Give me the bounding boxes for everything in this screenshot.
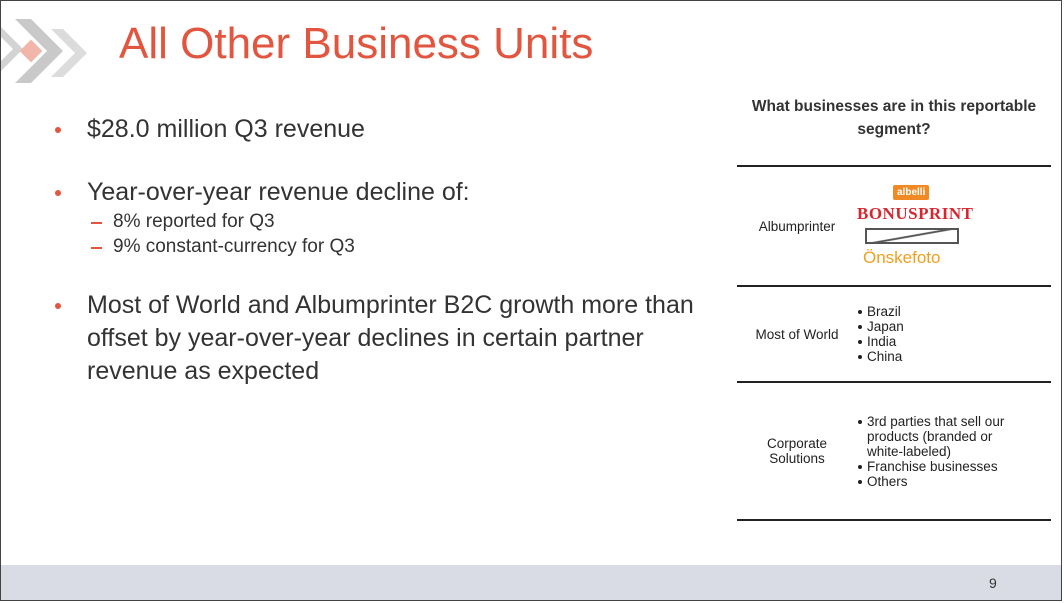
brand-logo: Önskefoto [863, 247, 941, 267]
row-items: 3rd parties that sell our products (bran… [857, 410, 1051, 493]
bullet-text: $28.0 million Q3 revenue [87, 115, 365, 143]
row-items: Brazil Japan India China [857, 300, 1051, 368]
row-item: China [857, 349, 1017, 364]
footer-bar: 9 [1, 565, 1061, 600]
bullet-text: Most of World and Albumprinter B2C growt… [87, 291, 694, 385]
item-marker [858, 310, 862, 314]
row-label: Albumprinter [758, 218, 836, 234]
table-row: Most of World Brazil Japan India China [737, 285, 1051, 381]
sub-bullet-text: 9% constant-currency for Q3 [113, 236, 355, 257]
item-marker [858, 464, 862, 469]
bullet-marker [55, 127, 61, 133]
sub-bullet-marker [91, 222, 102, 224]
sub-bullet-text: 8% reported for Q3 [113, 211, 275, 232]
row-item: India [857, 334, 1017, 349]
row-item: Franchise businesses [857, 459, 1017, 474]
item-text: India [867, 334, 897, 349]
sub-bullet: 8% reported for Q3 [87, 209, 707, 234]
item-text: Others [867, 473, 908, 489]
row-item: 3rd parties that sell our products (bran… [857, 414, 1017, 459]
logo-chevrons [1, 19, 87, 83]
row-item: Brazil [857, 304, 1017, 319]
bullet: Most of World and Albumprinter B2C growt… [49, 289, 707, 388]
sub-bullet-marker [91, 247, 102, 249]
sub-bullet: 9% constant-currency for Q3 [87, 234, 707, 259]
item-text: Japan [867, 319, 904, 334]
item-text: 3rd parties that sell our products (bran… [867, 413, 1005, 459]
row-item: Japan [857, 319, 1017, 334]
row-item: Others [857, 474, 1017, 489]
item-text: Brazil [867, 304, 901, 319]
item-text: China [867, 349, 903, 364]
page-number: 9 [989, 575, 997, 591]
brand-logo-icon [865, 227, 959, 244]
brand-logos: albelli BONUSPRINT Önskefoto [857, 179, 1051, 274]
item-marker [858, 479, 862, 484]
bullet-list: $28.0 million Q3 revenue Year-over-year r… [49, 113, 709, 418]
bullet-marker [55, 303, 61, 309]
table-row: Corporate Solutions 3rd parties that sell… [737, 381, 1051, 521]
brand-logo: albelli [893, 184, 930, 200]
slide-title: All Other Business Units [119, 19, 594, 68]
table-header: What businesses are in this reportable s… [751, 98, 1037, 138]
row-label: Corporate Solutions [766, 436, 828, 466]
item-marker [858, 325, 862, 329]
brand-logo: BONUSPRINT [857, 203, 974, 223]
table-row: Albumprinter albelli BONUSPRINT Önskefoto [737, 165, 1051, 285]
bullet: $28.0 million Q3 revenue [49, 113, 707, 146]
row-label: Most of World [755, 326, 839, 342]
item-marker [858, 355, 862, 359]
segment-table: What businesses are in this reportable s… [737, 95, 1051, 521]
bullet-marker [55, 190, 61, 196]
item-marker [858, 419, 862, 424]
item-text: Franchise businesses [867, 458, 998, 474]
bullet-text: Year-over-year revenue decline of: [87, 178, 470, 206]
bullet: Year-over-year revenue decline of: 8% rep… [49, 176, 707, 259]
item-marker [858, 340, 862, 344]
